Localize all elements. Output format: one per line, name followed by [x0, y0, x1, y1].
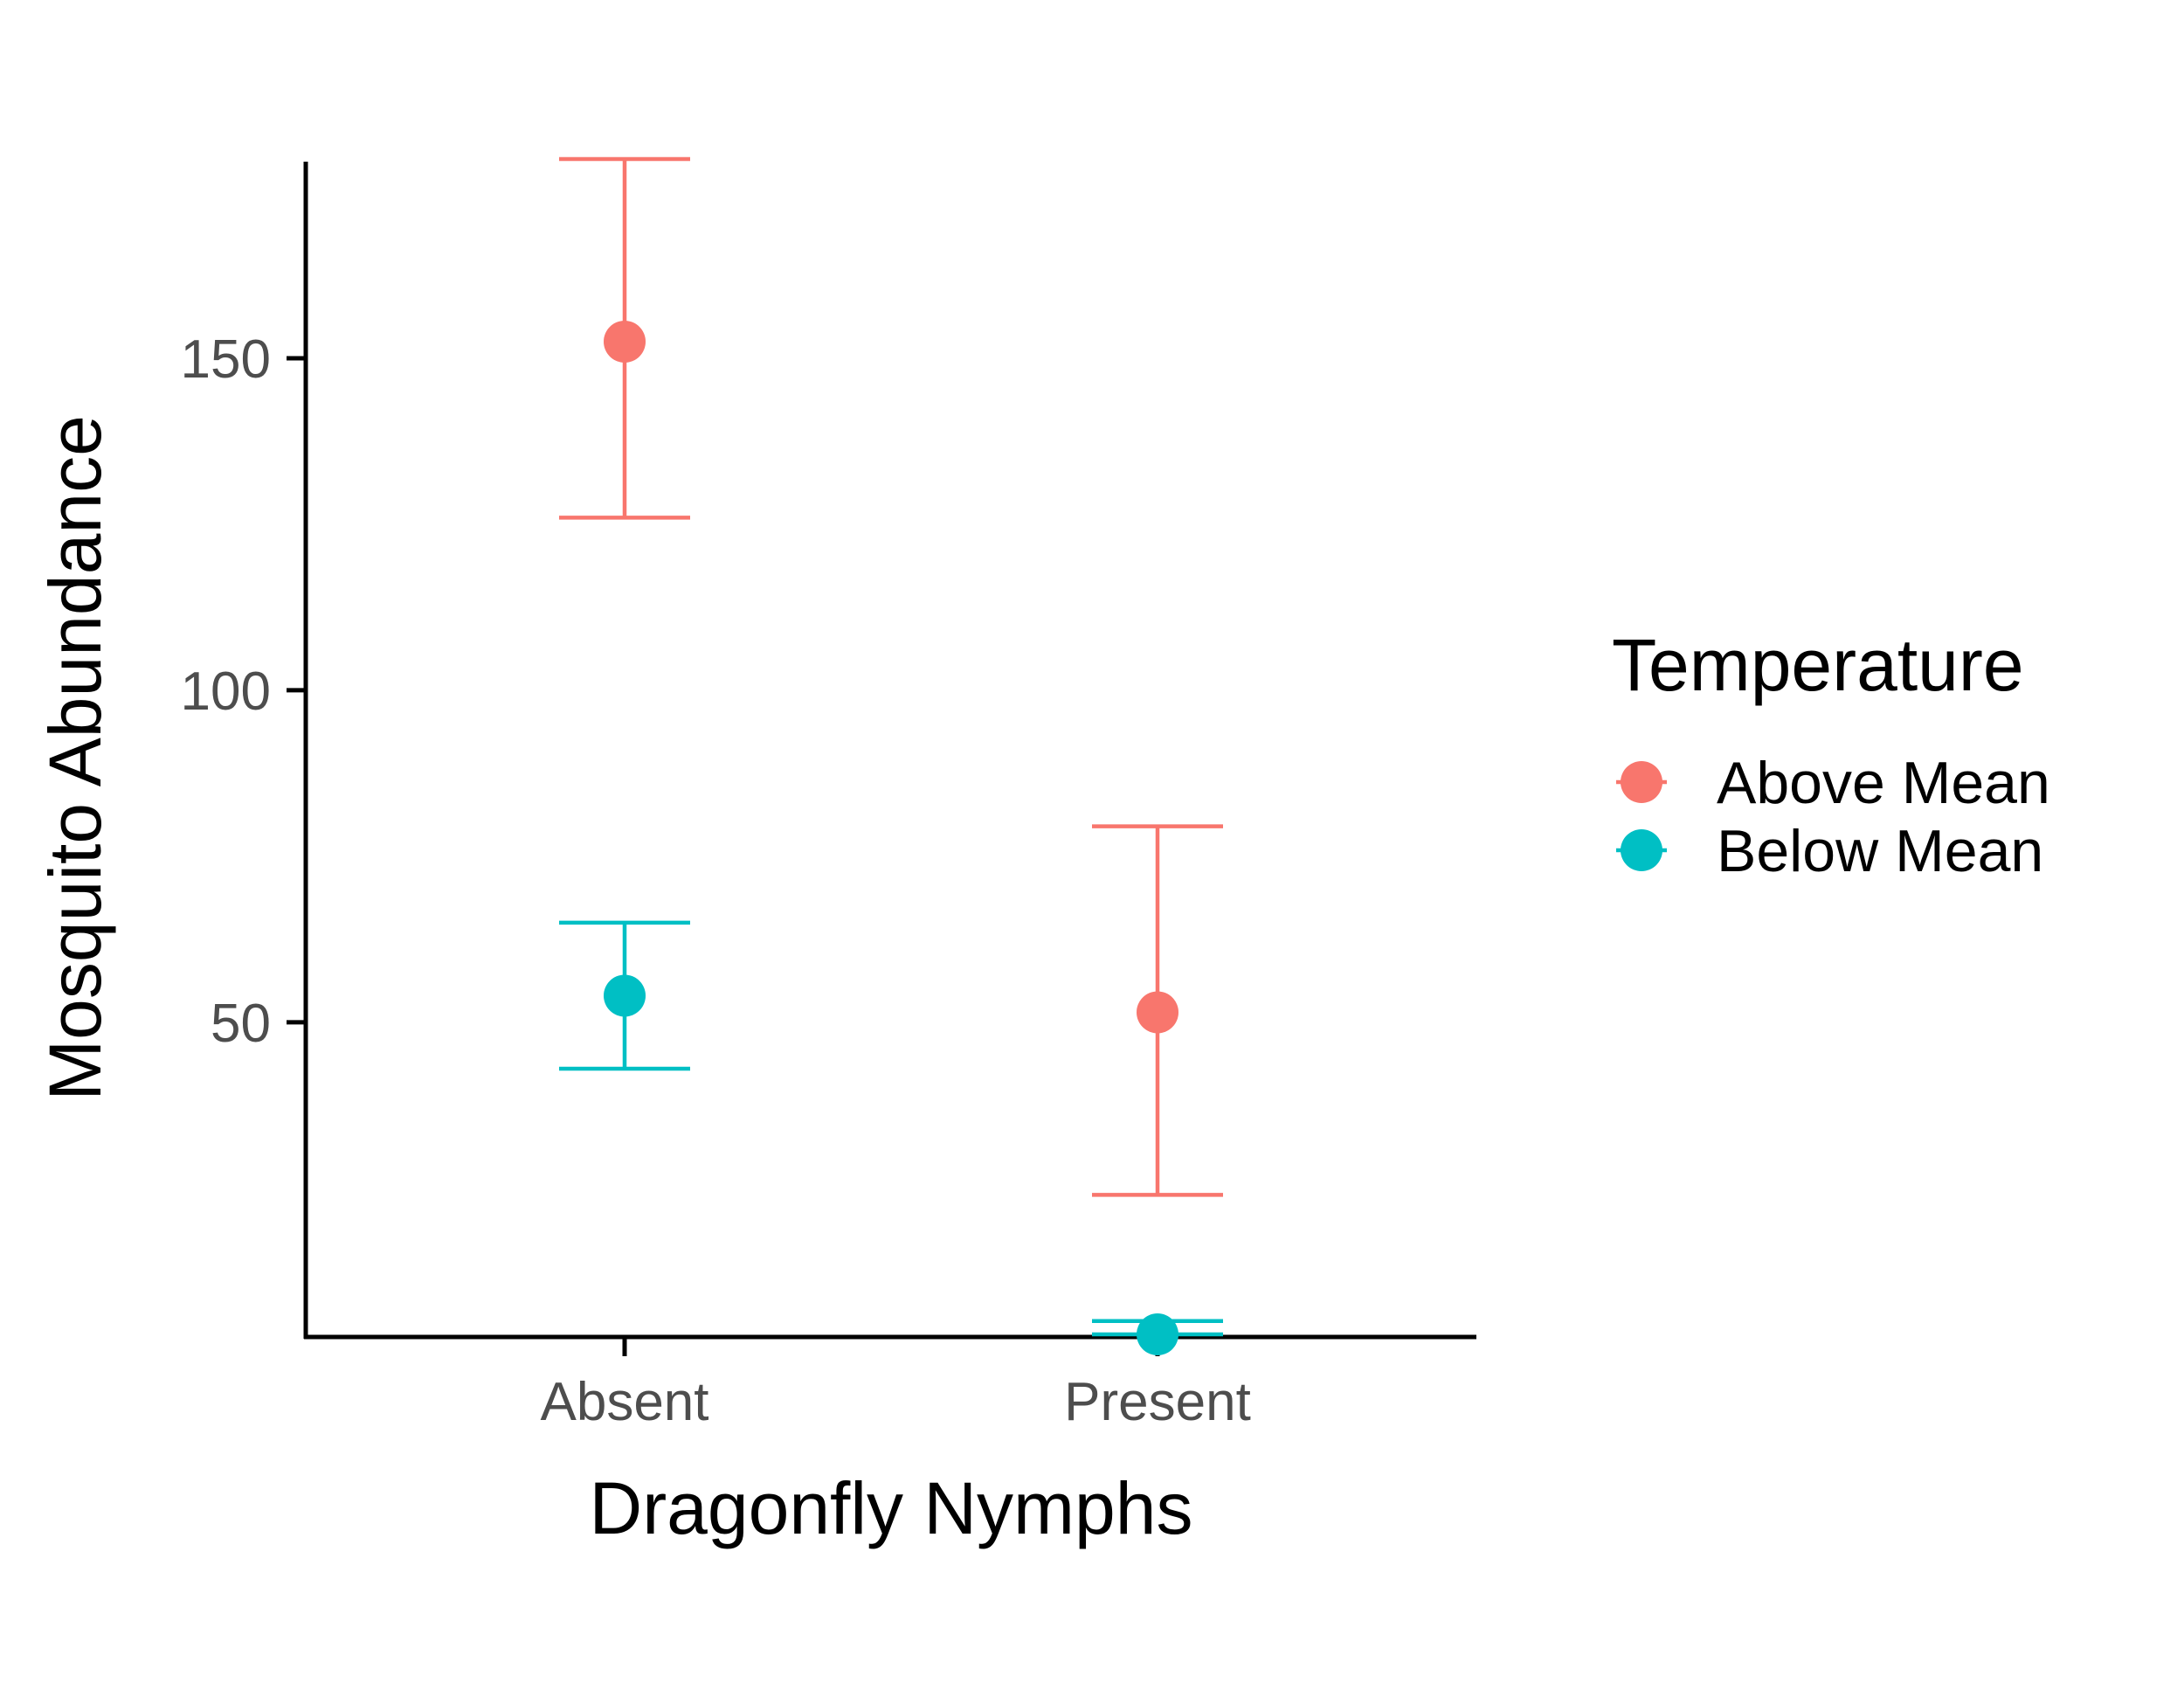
y-axis-title: Mosquito Abundance [34, 415, 116, 1101]
legend-title: Temperature [1612, 624, 2024, 706]
x-tick-label: Absent [540, 1372, 708, 1432]
x-ticks: Absent Present [540, 1337, 1251, 1432]
data-point [1137, 1313, 1178, 1355]
legend-label: Below Mean [1717, 818, 2043, 884]
legend-label: Above Mean [1717, 750, 2050, 816]
y-tick-label: 50 [211, 994, 271, 1054]
data-point [604, 974, 646, 1017]
y-tick-label: 150 [181, 329, 271, 390]
legend-key-point [1621, 829, 1662, 871]
data-point [604, 320, 646, 363]
axes [303, 162, 1476, 1340]
x-axis-title: Dragonfly Nymphs [590, 1467, 1193, 1549]
y-tick-label: 100 [181, 661, 271, 722]
series-above-mean [559, 156, 1223, 1197]
series-below-mean [559, 920, 1223, 1355]
data-point [1137, 991, 1178, 1034]
legend-item: Below Mean [1616, 818, 2043, 884]
legend-item: Above Mean [1616, 750, 2050, 816]
y-ticks: 50 100 150 [181, 329, 306, 1054]
x-tick-label: Present [1064, 1372, 1251, 1432]
data-marks [559, 156, 1223, 1355]
legend-key-point [1621, 761, 1662, 803]
